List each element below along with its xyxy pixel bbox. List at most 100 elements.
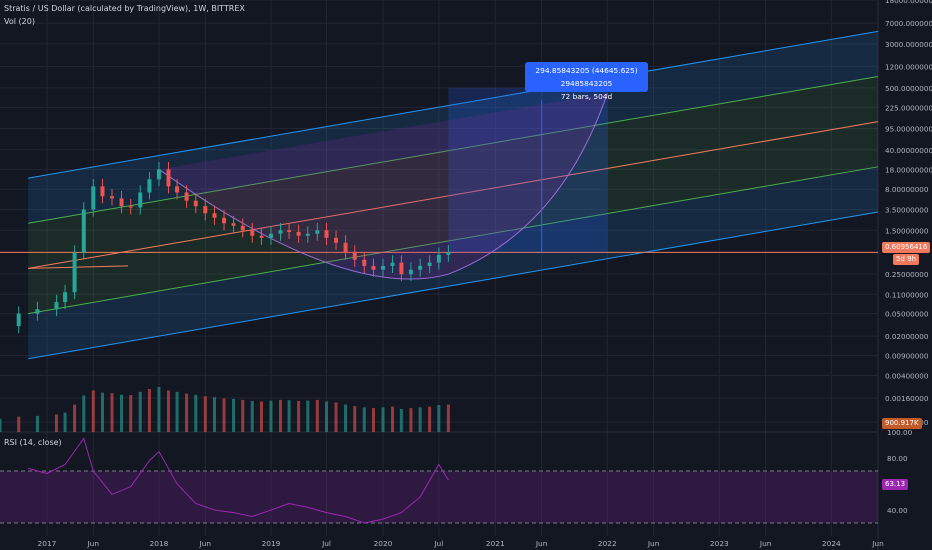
symbol-title: Stratis / US Dollar (calculated by Tradi… bbox=[4, 4, 245, 13]
price-tick-label: 0.00160000 bbox=[885, 394, 929, 403]
volume-bar bbox=[325, 401, 329, 432]
measure-tooltip-line2: 72 bars, 504d bbox=[560, 92, 613, 101]
volume-bar bbox=[157, 386, 161, 432]
price-tick-label: 3.50000000 bbox=[885, 205, 929, 214]
candle-body bbox=[81, 209, 86, 253]
candle-body bbox=[250, 230, 255, 236]
candle-body bbox=[156, 169, 161, 180]
volume-bar bbox=[344, 404, 348, 432]
time-tick-label: 2024 bbox=[822, 539, 841, 548]
volume-bar bbox=[409, 408, 413, 432]
volume-bar bbox=[371, 408, 375, 432]
candle-body bbox=[35, 309, 40, 314]
price-tick-label: 7000.00000000 bbox=[885, 19, 932, 28]
volume-bar bbox=[91, 390, 95, 432]
candles bbox=[16, 161, 451, 334]
volume-bar bbox=[241, 399, 245, 432]
channel-extension bbox=[28, 265, 129, 269]
volume-bar bbox=[110, 393, 114, 432]
volume-bar bbox=[334, 402, 338, 432]
volume-bar bbox=[232, 398, 236, 432]
time-tick-label: 2021 bbox=[486, 539, 505, 548]
candle-body bbox=[315, 230, 320, 234]
volume-bars bbox=[0, 386, 450, 432]
candle-body bbox=[175, 186, 180, 193]
volume-bar bbox=[222, 398, 226, 432]
candle-body bbox=[54, 302, 59, 310]
volume-bar bbox=[0, 418, 2, 432]
measure-rect bbox=[448, 87, 608, 253]
candle-body bbox=[446, 252, 451, 255]
price-tick-label: 0.25000000 bbox=[885, 270, 929, 279]
volume-bar bbox=[185, 393, 189, 432]
measure-tooltip-line1: 294.85843205 (44645.625) 29485843205 bbox=[535, 66, 638, 88]
time-tick-label: Jun bbox=[647, 539, 660, 548]
time-tick-label: 2023 bbox=[710, 539, 729, 548]
candle-body bbox=[427, 262, 432, 266]
candle-body bbox=[212, 213, 217, 218]
price-tick-label: 8.00000000 bbox=[885, 185, 929, 194]
current-price-tag: 0.60956416 bbox=[882, 242, 931, 253]
channel-line bbox=[28, 121, 879, 269]
time-tick-label: 2018 bbox=[150, 539, 169, 548]
volume-bar bbox=[147, 389, 151, 432]
rsi-tick-label: 40.00 bbox=[887, 506, 908, 515]
price-tick-label: 0.00900000 bbox=[885, 352, 929, 361]
volume-bar bbox=[203, 396, 207, 432]
time-tick-label: 2020 bbox=[374, 539, 393, 548]
volume-bar bbox=[120, 394, 124, 432]
volume-bar bbox=[297, 401, 301, 432]
volume-bar bbox=[315, 399, 319, 432]
candle-body bbox=[203, 206, 208, 214]
countdown-tag: 5d 9h bbox=[893, 254, 920, 265]
volume-bar bbox=[259, 401, 263, 432]
price-tick-label: 225.00000000 bbox=[885, 103, 932, 112]
rsi-pane bbox=[0, 437, 878, 524]
time-tick-label: Jul bbox=[321, 539, 331, 548]
volume-bar bbox=[446, 404, 450, 432]
price-axis: 18000.00000000 7000.00000000 3000.00000000… bbox=[885, 0, 932, 515]
price-tick-label: 1200.00000000 bbox=[885, 62, 932, 71]
candle-body bbox=[138, 192, 143, 208]
volume-bar bbox=[250, 401, 254, 432]
time-tick-label: Jun bbox=[199, 539, 212, 548]
candle-body bbox=[343, 242, 348, 253]
price-tick-label: 500.00000000 bbox=[885, 84, 932, 93]
price-tick-label: 18000.00000000 bbox=[885, 0, 932, 5]
volume-bar bbox=[17, 416, 21, 432]
candle-body bbox=[147, 179, 152, 193]
volume-bar bbox=[399, 409, 403, 432]
channel-line bbox=[28, 166, 879, 315]
price-tick-label: 0.00400000 bbox=[885, 372, 929, 381]
candle-body bbox=[100, 186, 105, 197]
candle-body bbox=[16, 313, 21, 327]
volume-bar bbox=[175, 391, 179, 432]
volume-bar bbox=[306, 400, 310, 432]
candle-body bbox=[222, 217, 227, 224]
channel-lower-fill bbox=[28, 166, 879, 359]
volume-bar bbox=[194, 394, 198, 432]
volume-bar bbox=[353, 406, 357, 432]
volume-bar bbox=[213, 397, 217, 432]
volume-bar bbox=[35, 415, 39, 432]
volume-bar bbox=[82, 395, 86, 432]
volume-value-tag: 900.917K bbox=[882, 418, 922, 429]
time-axis: 2017 Jun 2018 Jun 2019 Jul 2020 Jul 2021 Jun 2022 J… bbox=[38, 539, 885, 548]
channel-line bbox=[28, 30, 879, 179]
price-tick-label: 0.11000000 bbox=[885, 290, 929, 299]
candle-body bbox=[278, 230, 283, 234]
candle-body bbox=[380, 265, 385, 270]
volume-bar bbox=[129, 395, 133, 432]
volume-bar bbox=[269, 400, 273, 432]
measure-tooltip: 294.85843205 (44645.625) 29485843205 72 … bbox=[525, 62, 648, 101]
candle-body bbox=[408, 269, 413, 275]
volume-legend: Vol (20) bbox=[4, 17, 35, 26]
price-tick-label: 3000.00000000 bbox=[885, 40, 932, 49]
price-tick-label: 0.02000000 bbox=[885, 332, 929, 341]
candle-body bbox=[418, 265, 423, 270]
candle-body bbox=[119, 198, 124, 207]
rsi-tick-label: 80.00 bbox=[887, 454, 908, 463]
candle-body bbox=[324, 230, 329, 238]
volume-bar bbox=[166, 390, 170, 432]
